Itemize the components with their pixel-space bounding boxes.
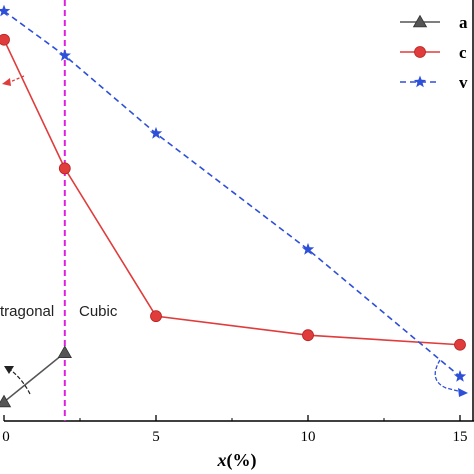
series-c-point bbox=[58, 162, 71, 175]
x-tick-label: 5 bbox=[152, 429, 160, 445]
series-a bbox=[0, 345, 72, 408]
series-v-line bbox=[3, 10, 461, 378]
legend-item-c: c bbox=[400, 43, 467, 62]
legend-label: a bbox=[459, 13, 468, 32]
legend: acv bbox=[400, 13, 468, 92]
phase-label-right: Cubic bbox=[79, 303, 118, 320]
legend-label: c bbox=[459, 43, 467, 62]
series-v-point bbox=[301, 242, 315, 255]
arrow-head-c bbox=[2, 78, 11, 86]
series-a-line bbox=[3, 352, 66, 403]
x-axis: 0 5 10 15 x(%) bbox=[2, 415, 468, 471]
series-v-point bbox=[0, 4, 11, 17]
series-c bbox=[0, 33, 466, 351]
arrow-head-left bbox=[4, 366, 14, 374]
x-axis-unit: (%) bbox=[227, 450, 257, 471]
series-v-point bbox=[58, 49, 71, 61]
arrow-head-right bbox=[458, 388, 468, 397]
plot-frame bbox=[4, 0, 474, 422]
x-axis-title: x(%) bbox=[217, 450, 257, 471]
series-v bbox=[0, 4, 467, 382]
series-layer bbox=[0, 4, 467, 408]
x-tick-label: 15 bbox=[453, 429, 468, 445]
annotation-layer: tragonal Cubic bbox=[0, 75, 468, 397]
arrow-to-right-axis bbox=[434, 359, 463, 393]
series-c-point bbox=[302, 329, 314, 342]
x-tick-label: 0 bbox=[2, 429, 10, 445]
series-v-point bbox=[453, 370, 467, 382]
series-c-point bbox=[150, 310, 162, 323]
x-tick-label: 10 bbox=[301, 429, 316, 445]
series-a-point bbox=[0, 394, 12, 408]
series-v-point bbox=[149, 126, 163, 139]
x-axis-variable: x bbox=[217, 450, 227, 470]
series-c-point bbox=[454, 338, 466, 351]
legend-item-v: v bbox=[400, 73, 468, 92]
arrow-c-left bbox=[9, 75, 25, 83]
legend-item-a: a bbox=[400, 13, 468, 32]
legend-marker bbox=[414, 46, 426, 58]
phase-label-left: tragonal bbox=[0, 303, 54, 320]
legend-marker bbox=[412, 14, 428, 28]
series-a-point bbox=[57, 345, 72, 358]
series-c-point bbox=[0, 33, 10, 46]
legend-marker bbox=[413, 75, 427, 88]
legend-label: v bbox=[459, 73, 468, 92]
